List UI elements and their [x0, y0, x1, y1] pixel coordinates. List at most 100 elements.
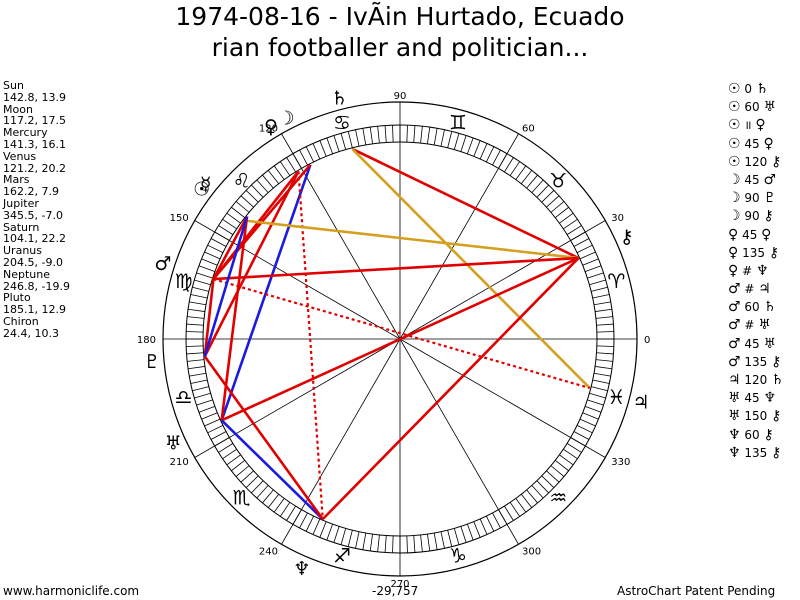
aspect-line — [351, 147, 591, 389]
sign-boundary-line — [399, 133, 519, 340]
sign-boundary-line — [194, 338, 401, 458]
aspect-row: ♂ # ♃ — [728, 280, 784, 298]
aspect-row: ☉ 45 ♀ — [728, 135, 784, 153]
zodiac-sign-icon: ♓ — [607, 385, 625, 409]
planet-jupiter-icon: ♃ — [633, 391, 650, 413]
aspect-planet-icon: ♂ — [728, 317, 741, 334]
degree-tick — [433, 128, 438, 146]
aspect-planet-icon: ♀ — [761, 226, 772, 243]
aspect-planet-icon: ⚷ — [771, 408, 782, 425]
aspect-line — [297, 171, 324, 520]
zodiac-sign-icon: ♉ — [549, 169, 567, 193]
degree-tick — [504, 505, 514, 521]
degree-label: 210 — [170, 457, 189, 468]
degree-tick — [392, 535, 394, 553]
degree-tick — [267, 493, 280, 508]
planet-coords-mars: 162.2, 7.9 — [3, 185, 59, 199]
sign-boundary-line — [399, 338, 519, 545]
aspect-line — [203, 170, 300, 358]
degree-tick — [579, 418, 596, 427]
aspect-planet-icon: ⚷ — [771, 444, 782, 461]
degree-tick — [273, 498, 285, 513]
aspect-row: ♃ 120 ♄ — [728, 371, 784, 389]
aspect-row: ☽ 90 ⚷ — [728, 207, 784, 225]
degree-tick — [299, 149, 308, 166]
degree-tick — [541, 190, 555, 203]
degree-tick — [369, 127, 373, 144]
aspect-value: 60 — [740, 427, 764, 442]
degree-tick — [531, 179, 544, 193]
aspect-planet-icon: ⚷ — [763, 426, 774, 443]
degree-tick — [305, 515, 315, 532]
degree-tick — [406, 125, 408, 143]
degree-tick — [222, 448, 237, 459]
degree-tick — [333, 526, 340, 543]
degree-tick — [340, 133, 347, 150]
aspect-line — [213, 278, 591, 390]
footer-credit: AstroChart Patent Pending — [617, 584, 776, 598]
degree-tick — [326, 137, 333, 155]
degree-tick — [347, 131, 353, 148]
degree-tick — [440, 129, 445, 147]
degree-tick — [559, 212, 574, 224]
degree-tick — [509, 161, 520, 176]
degree-tick — [546, 470, 560, 483]
degree-tick — [520, 493, 533, 508]
aspect-line — [212, 215, 249, 280]
degree-tick — [194, 279, 211, 286]
aspect-planet-icon: ☉ — [728, 99, 741, 116]
degree-tick — [326, 523, 333, 541]
planet-mars-icon: ♂ — [154, 253, 171, 275]
planet-coords-mercury: 141.3, 16.1 — [3, 137, 66, 151]
degree-tick — [595, 359, 613, 362]
degree-tick — [187, 316, 205, 319]
degree-tick — [186, 323, 204, 326]
aspect-value: 90 — [740, 209, 764, 224]
degree-label: 270 — [390, 579, 409, 590]
degree-tick — [235, 201, 250, 213]
aspect-value: 150 — [740, 409, 772, 424]
degree-tick — [413, 125, 416, 143]
aspect-value: 135 — [740, 354, 772, 369]
aspect-row: ☉ 120 ⚷ — [728, 153, 784, 171]
degree-tick — [240, 195, 254, 208]
aspect-planet-icon: ♂ — [728, 335, 741, 352]
planet-name-sun: Sun — [3, 79, 24, 92]
aspect-value: 120 — [740, 373, 772, 387]
aspect-planet-icon: ♅ — [758, 317, 771, 334]
aspect-planet-icon: ♀ — [755, 117, 766, 134]
aspect-row: ☉ ॥ ♀ — [728, 116, 784, 134]
degree-tick — [576, 244, 593, 254]
aspect-row: ♅ 45 ♆ — [728, 389, 784, 407]
degree-tick — [286, 505, 296, 521]
aspect-row: ♂ 60 ♄ — [728, 298, 784, 316]
degree-tick — [189, 301, 207, 306]
degree-tick — [256, 485, 269, 499]
aspect-row: ♆ 135 ⚷ — [728, 444, 784, 462]
degree-tick — [188, 308, 205, 312]
degree-tick — [384, 125, 387, 143]
degree-tick — [515, 498, 527, 513]
planet-pluto-icon: ♇ — [143, 351, 160, 373]
degree-tick — [576, 424, 593, 434]
planet-venus-icon: ♀ — [264, 116, 278, 138]
planet-coords-saturn: 104.1, 22.2 — [3, 232, 66, 246]
aspect-row: ♆ 60 ⚷ — [728, 426, 784, 444]
aspect-planet-icon: ♂ — [728, 299, 741, 316]
degree-tick — [196, 272, 213, 279]
aspect-value: 120 — [740, 154, 772, 169]
aspect-planet-icon: ☽ — [728, 190, 741, 207]
degree-tick — [231, 459, 246, 472]
degree-tick — [286, 157, 296, 173]
degree-tick — [377, 534, 380, 552]
aspect-row: ♂ 45 ♅ — [728, 335, 784, 353]
zodiac-sign-icon: ♈ — [607, 269, 625, 293]
degree-tick — [245, 475, 259, 488]
degree-tick — [526, 489, 538, 504]
degree-tick — [280, 161, 291, 176]
degree-tick — [447, 530, 453, 547]
degree-label: 150 — [170, 213, 189, 224]
degree-tick — [392, 125, 394, 143]
degree-tick — [210, 431, 227, 440]
